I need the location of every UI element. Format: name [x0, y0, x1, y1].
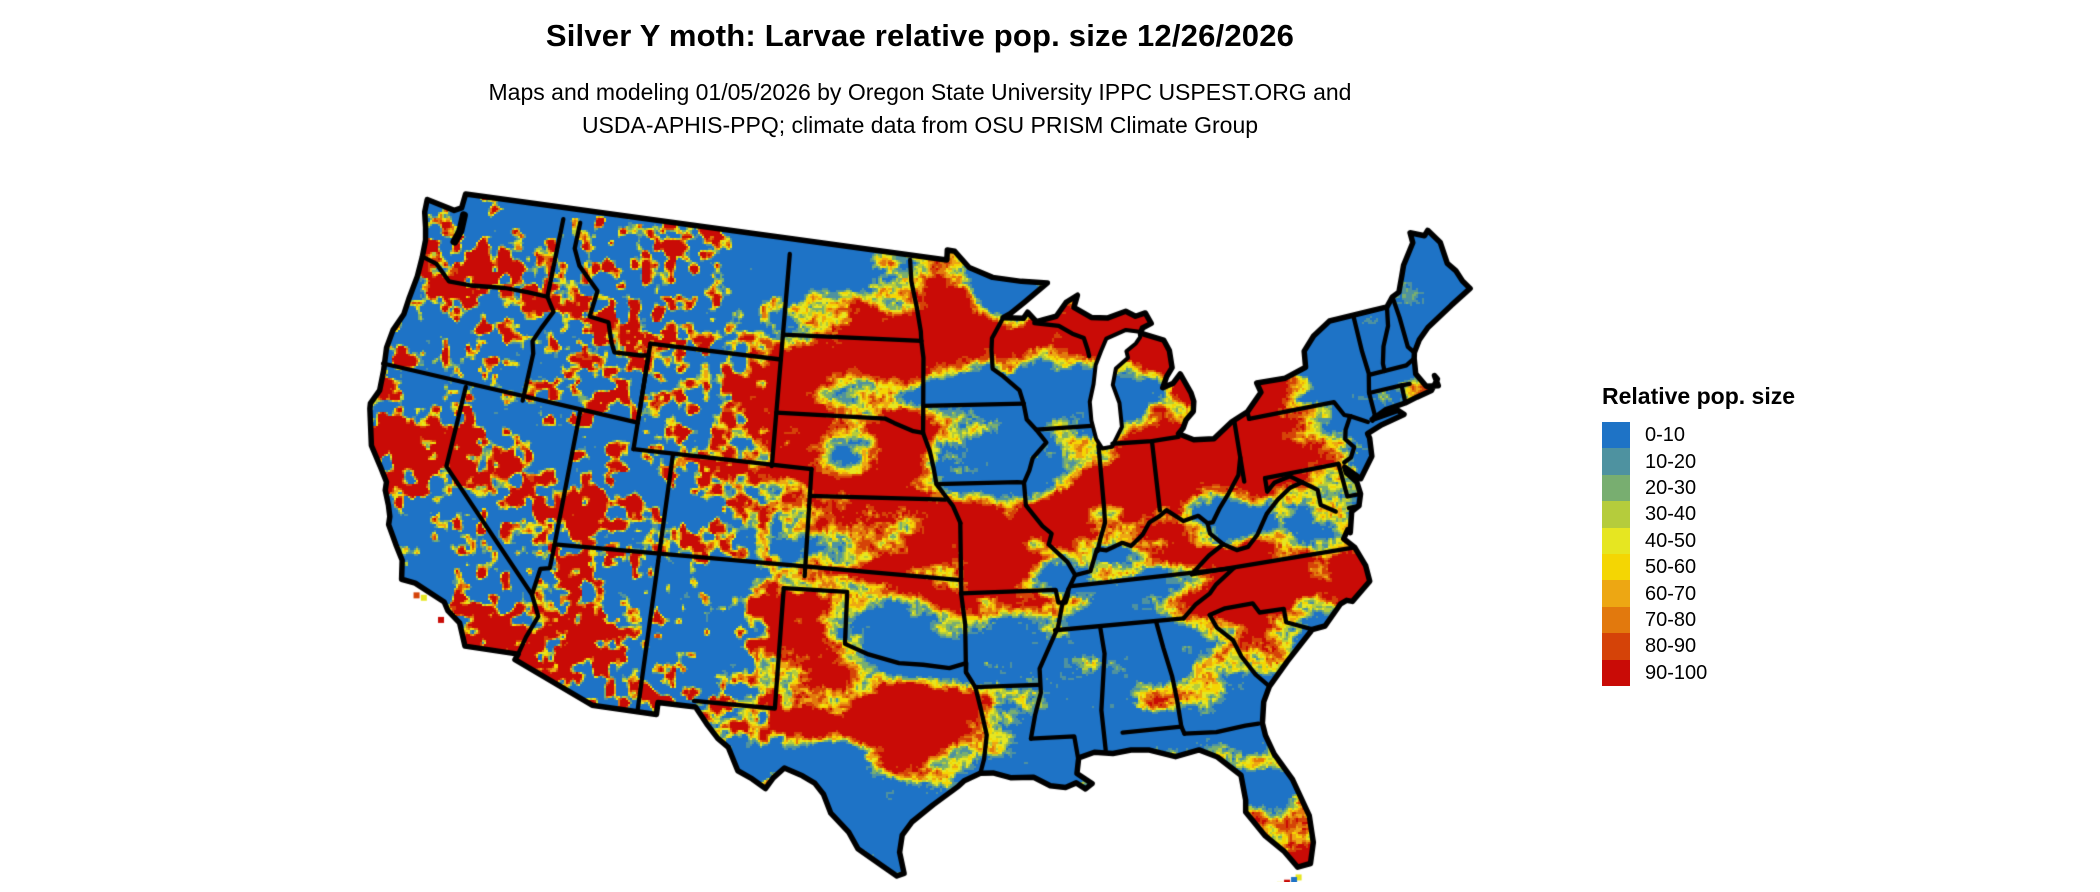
subtitle-line-2: USDA-APHIS-PPQ; climate data from OSU PR… — [581, 112, 1259, 138]
legend-item: 80-90 — [1602, 633, 1882, 660]
us-map — [270, 188, 1570, 882]
subtitle-line-1: Maps and modeling 01/05/2026 by Oregon S… — [488, 79, 1352, 105]
page-title: Silver Y moth: Larvae relative pop. size… — [545, 18, 1295, 53]
legend-label: 40-50 — [1645, 529, 1697, 552]
legend-label: 30-40 — [1645, 503, 1697, 526]
legend-label: 90-100 — [1645, 661, 1708, 684]
legend-swatch — [1602, 501, 1630, 528]
legend-label: 50-60 — [1645, 556, 1697, 579]
legend-label: 0-10 — [1645, 424, 1686, 447]
page-subtitle: Maps and modeling 01/05/2026 by Oregon S… — [270, 76, 1570, 142]
legend-title: Relative pop. size — [1602, 383, 1796, 409]
legend-label: 10-20 — [1645, 450, 1697, 473]
legend-item: 60-70 — [1602, 580, 1882, 607]
legend-swatch — [1602, 527, 1630, 554]
legend-label: 20-30 — [1645, 476, 1697, 499]
legend-item: 10-20 — [1602, 448, 1882, 475]
map-header: Silver Y moth: Larvae relative pop. size… — [270, 18, 1570, 142]
legend-item: 30-40 — [1602, 501, 1882, 528]
legend: Relative pop. size 0-10 10-20 20-30 30-40 40… — [1602, 383, 1882, 686]
legend-label: 70-80 — [1645, 608, 1697, 631]
legend-swatch — [1602, 659, 1630, 686]
legend-item: 90-100 — [1602, 659, 1882, 686]
legend-label: 60-70 — [1645, 582, 1697, 605]
legend-swatch — [1602, 553, 1630, 581]
legend-swatch — [1602, 580, 1630, 607]
legend-item: 0-10 — [1602, 422, 1882, 449]
legend-swatch — [1602, 474, 1630, 502]
legend-rows: 0-10 10-20 20-30 30-40 40-50 50-60 60-70 70-80 8… — [1602, 422, 1882, 686]
legend-swatch — [1602, 422, 1630, 449]
legend-item: 20-30 — [1602, 474, 1882, 502]
legend-item: 40-50 — [1602, 527, 1882, 554]
legend-swatch — [1602, 606, 1630, 634]
legend-label: 80-90 — [1645, 635, 1697, 658]
us-map-canvas — [270, 188, 1570, 882]
legend-swatch — [1602, 633, 1630, 660]
legend-swatch — [1602, 448, 1630, 475]
legend-item: 50-60 — [1602, 553, 1882, 581]
legend-item: 70-80 — [1602, 606, 1882, 634]
